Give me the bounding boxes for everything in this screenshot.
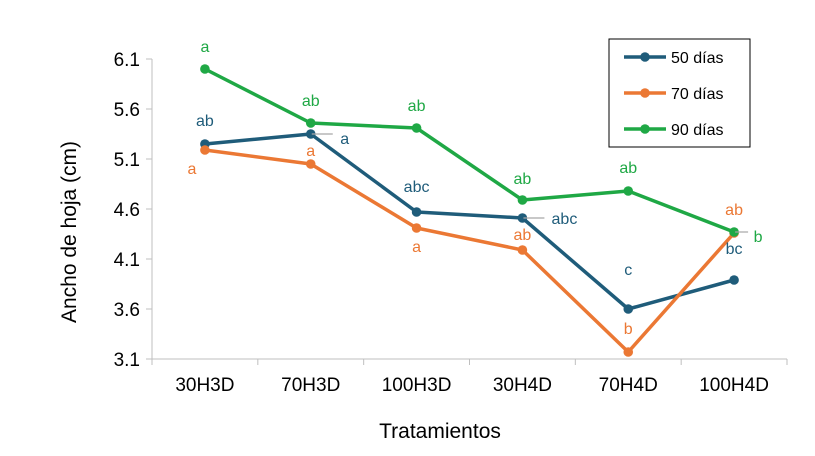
chart-legend: 50 días 70 días 90 días — [608, 38, 751, 148]
y-tick-label: 4.1 — [114, 250, 140, 271]
data-label: bc — [726, 241, 743, 258]
data-label: a — [200, 39, 209, 56]
legend-swatch-marker — [640, 88, 650, 98]
data-label: ab — [196, 113, 214, 130]
data-point — [623, 304, 634, 314]
data-point — [411, 123, 422, 133]
data-point — [305, 159, 316, 169]
y-tick-label: 6.1 — [114, 50, 140, 71]
x-tick-label: 70H4D — [599, 375, 658, 396]
x-axis-title: Tratamientos — [379, 420, 501, 443]
series-line — [204, 132, 735, 311]
data-label: ab — [725, 202, 743, 219]
series-2 — [200, 145, 739, 357]
data-label: ab — [302, 93, 320, 110]
y-tick-label: 3.6 — [114, 300, 140, 321]
legend-label: 90 días — [671, 122, 723, 139]
data-point — [729, 227, 739, 237]
data-label: ab — [619, 160, 637, 177]
x-tick-label: 30H4D — [493, 375, 552, 396]
series-1 — [200, 129, 739, 314]
data-point — [200, 64, 210, 74]
data-point — [305, 118, 316, 128]
data-point — [305, 129, 316, 139]
data-label: a — [340, 131, 349, 148]
y-tick-label: 5.6 — [114, 100, 140, 121]
legend-item: 90 días — [624, 122, 723, 139]
data-label: ab — [514, 227, 532, 244]
data-point — [623, 186, 634, 196]
data-label: ab — [514, 171, 532, 188]
data-point — [729, 275, 739, 285]
y-tick-label: 4.6 — [114, 200, 140, 221]
data-label: b — [754, 229, 763, 246]
x-tick-label: 70H3D — [281, 375, 340, 396]
data-point — [623, 347, 634, 357]
legend-label: 70 días — [671, 86, 723, 103]
y-axis-title: Ancho de hoja (cm) — [58, 141, 81, 323]
data-point — [411, 207, 422, 217]
data-point — [517, 213, 528, 223]
legend-swatch-marker — [640, 52, 650, 62]
legend-swatch-marker — [640, 124, 650, 134]
x-tick-label: 100H4D — [699, 375, 769, 396]
data-label: a — [306, 143, 315, 160]
y-tick-label: 3.1 — [114, 350, 140, 371]
data-point — [200, 145, 210, 155]
series-3 — [200, 64, 739, 237]
legend-item: 50 días — [624, 50, 723, 67]
data-label: ab — [408, 98, 426, 115]
chart-axes: 3.1 3.6 4.1 4.6 5.1 5.6 6.1 30H3D 70H3D 100H3D 30H… — [114, 50, 788, 396]
data-point — [411, 223, 422, 233]
chart-series — [200, 64, 739, 357]
data-label: a — [412, 239, 421, 256]
data-label: abc — [404, 179, 430, 196]
data-label: c — [624, 262, 632, 279]
series-line — [204, 148, 736, 354]
data-point — [517, 195, 528, 205]
y-tick-label: 5.1 — [114, 150, 140, 171]
legend-label: 50 días — [671, 50, 723, 67]
legend-item: 70 días — [624, 86, 723, 103]
data-label: abc — [552, 211, 578, 228]
series-line — [204, 67, 735, 234]
x-tick-label: 30H3D — [175, 375, 234, 396]
data-point — [517, 245, 528, 255]
data-label: b — [624, 321, 633, 338]
data-label: a — [187, 161, 196, 178]
x-tick-label: 100H3D — [382, 375, 452, 396]
